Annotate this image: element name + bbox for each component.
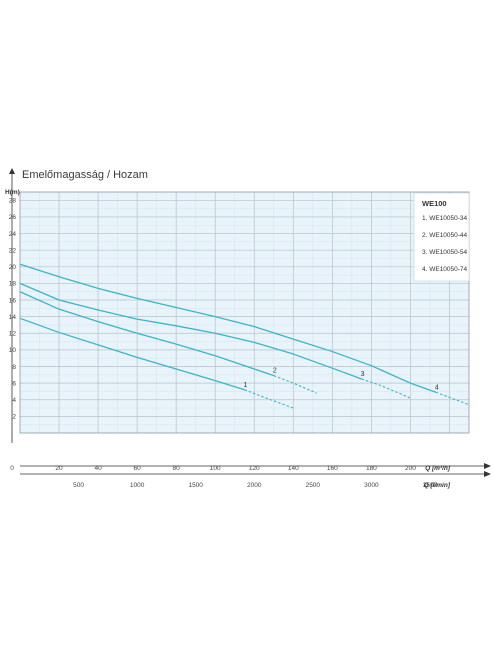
x2-tick-label: 3000 bbox=[364, 482, 379, 489]
plot-border bbox=[19, 191, 470, 434]
x-tick-label: 80 bbox=[173, 465, 181, 472]
y-tick-label: 2 bbox=[12, 414, 16, 421]
x-tick-label: 180 bbox=[366, 465, 377, 472]
x-tick-label: 60 bbox=[134, 465, 142, 472]
x-tick-label: 100 bbox=[210, 465, 221, 472]
series-dashed-line-2 bbox=[273, 375, 317, 394]
x2-tick-label: 1500 bbox=[188, 482, 203, 489]
series-label-2: 2 bbox=[273, 368, 277, 375]
chart-title: Emelőmagasság / Hozam bbox=[22, 169, 148, 181]
x2-tick-label: 1000 bbox=[130, 482, 145, 489]
series-dashed-line-3 bbox=[361, 378, 411, 399]
y-tick-label: 22 bbox=[9, 247, 17, 254]
series-line-2 bbox=[19, 291, 274, 377]
y-tick-label: 8 bbox=[12, 364, 16, 371]
legend-entry: 3. WE10050-54 bbox=[422, 249, 468, 256]
y-tick-label: 24 bbox=[9, 231, 17, 238]
legend-entry: 2. WE10050-44 bbox=[422, 232, 468, 239]
x2-tick-label: 500 bbox=[73, 482, 84, 489]
legend-box bbox=[413, 192, 470, 282]
y-axis-label: H(m) bbox=[5, 189, 20, 196]
x-tick-label: 140 bbox=[288, 465, 299, 472]
x-tick-label: 120 bbox=[249, 465, 260, 472]
x-axis-arrow-icon bbox=[484, 463, 491, 469]
series-dashed-line-1 bbox=[244, 389, 294, 409]
y-tick-label: 6 bbox=[12, 380, 16, 387]
series-label-3: 3 bbox=[361, 371, 365, 378]
x2-tick-label: 2000 bbox=[247, 482, 262, 489]
series-line-4 bbox=[19, 263, 437, 393]
plot-background bbox=[20, 192, 469, 433]
y-tick-label: 16 bbox=[9, 297, 17, 304]
series-line-3 bbox=[19, 282, 362, 380]
x-tick-label: 40 bbox=[94, 465, 102, 472]
legend-title: WE100 bbox=[422, 199, 447, 208]
legend-entry: 1. WE10050-34 bbox=[422, 215, 468, 222]
y-tick-label: 14 bbox=[9, 314, 17, 321]
y-tick-label: 26 bbox=[9, 214, 17, 221]
x2-axis-arrow-icon bbox=[484, 471, 491, 477]
x2-tick-label: 3500 bbox=[423, 482, 438, 489]
x2-tick-label: 2500 bbox=[306, 482, 321, 489]
x-axis-label: Q [m³/h] bbox=[425, 465, 451, 472]
y-axis-arrow-icon bbox=[9, 168, 15, 174]
series-label-4: 4 bbox=[435, 384, 439, 391]
series-label-1: 1 bbox=[244, 382, 248, 389]
series-dashed-line-4 bbox=[435, 391, 470, 406]
x-tick-label: 0 bbox=[10, 465, 14, 472]
x2-axis-label: Q [l/min] bbox=[424, 482, 451, 489]
y-tick-label: 18 bbox=[9, 281, 17, 288]
legend-entry: 4. WE10050-74 bbox=[422, 266, 468, 273]
y-tick-label: 10 bbox=[9, 347, 17, 354]
x-tick-label: 200 bbox=[405, 465, 416, 472]
y-tick-label: 28 bbox=[9, 198, 17, 205]
y-tick-label: 4 bbox=[12, 397, 16, 404]
y-tick-label: 20 bbox=[9, 264, 17, 271]
x-tick-label: 20 bbox=[55, 465, 63, 472]
y-tick-label: 12 bbox=[9, 331, 17, 338]
x-tick-label: 160 bbox=[327, 465, 338, 472]
series-line-1 bbox=[19, 317, 245, 391]
